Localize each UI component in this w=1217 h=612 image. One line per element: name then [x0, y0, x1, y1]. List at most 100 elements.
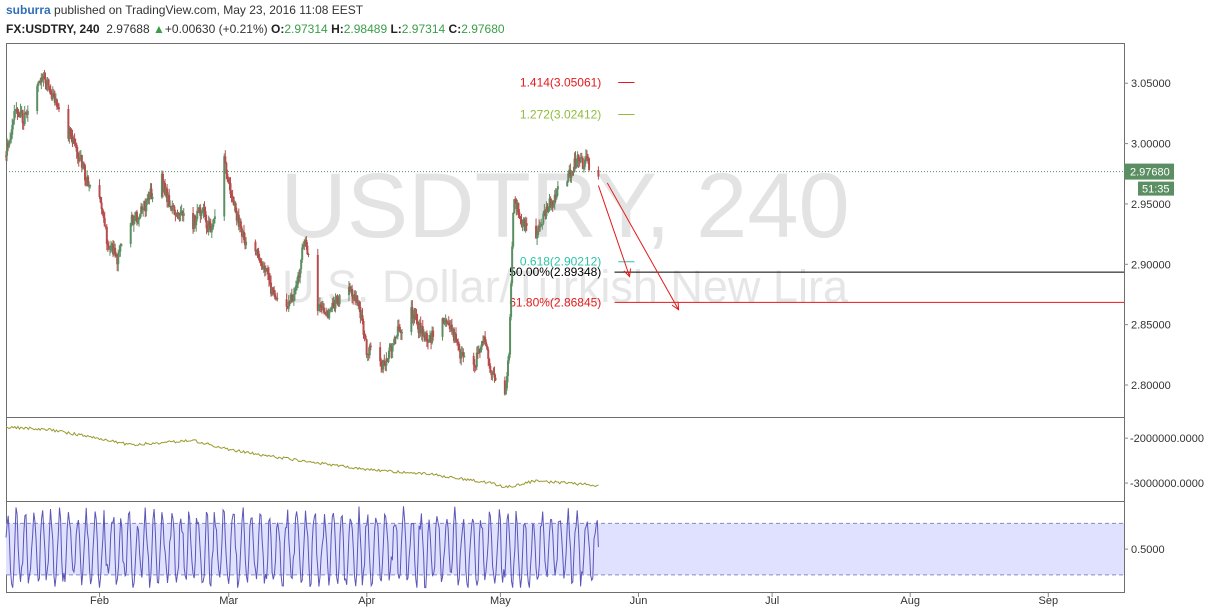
candle-body [508, 354, 511, 361]
candle-body [569, 169, 572, 178]
indicator-y-tick-label: -3000000.0000 [1130, 478, 1204, 490]
candle-body [577, 155, 580, 162]
low-label: L: [390, 22, 402, 36]
candle-body [358, 301, 361, 307]
candle-body [328, 310, 331, 319]
candle-body [175, 213, 178, 216]
author-link[interactable]: suburra [6, 3, 51, 17]
candle-body [410, 307, 413, 332]
candle-body [40, 77, 43, 83]
candle-body [338, 295, 341, 305]
candle-body [119, 246, 122, 252]
candle-body [588, 158, 591, 171]
candle-body [198, 207, 201, 213]
candle-body [487, 349, 490, 359]
candle-body [388, 347, 391, 358]
time-axis[interactable]: Feb Mar Apr May Jun Jul Aug Sep [90, 593, 1058, 607]
candle-body [115, 254, 118, 257]
candle-body [13, 111, 16, 120]
candle-body [134, 211, 137, 217]
candle-body [105, 226, 108, 244]
candle-body [363, 334, 366, 336]
candle-body [182, 213, 185, 217]
candle-body [23, 112, 26, 125]
candle-body [302, 244, 305, 248]
candle-body [199, 207, 202, 217]
candle-body [138, 218, 141, 220]
candle-body [266, 269, 269, 275]
candle-body [260, 263, 263, 266]
candle-body [362, 321, 365, 335]
candle-body [585, 156, 588, 158]
candle-body [331, 302, 334, 309]
candle-body [130, 215, 133, 224]
candle-body [484, 336, 487, 343]
candle-body [571, 170, 574, 176]
publish-info: suburra published on TradingView.com, Ma… [6, 3, 363, 17]
arrow-line-0[interactable] [597, 185, 631, 277]
candle-body [458, 344, 461, 351]
candle-body [389, 345, 392, 348]
candle-body [114, 247, 117, 255]
fib-levels[interactable]: 1.414(3.05061) 1.272(3.02412) 0.618(2.9021… [509, 75, 1124, 309]
candle-body [543, 210, 546, 214]
candle-body [478, 348, 481, 353]
candle-body [441, 318, 444, 337]
candle-body [180, 211, 183, 213]
candle-body [290, 294, 293, 297]
x-tick-label-jul: Jul [765, 595, 779, 607]
candle-body [525, 223, 528, 226]
candle-body [300, 259, 303, 269]
candle-body [582, 166, 585, 169]
candle-body [540, 224, 543, 227]
candle-body [429, 335, 432, 342]
candle-body [334, 297, 337, 309]
candle-body [517, 202, 520, 213]
candle-body [420, 326, 423, 334]
candle-body [369, 345, 372, 348]
candle-body [368, 345, 371, 356]
candle-body [208, 220, 211, 226]
candle-body [168, 194, 171, 207]
arrow-line-1[interactable] [606, 182, 680, 310]
candle-body [141, 206, 144, 211]
candle-body [85, 180, 88, 182]
price-axis[interactable]: 3.05000 3.00000 2.95000 2.90000 2.85000 2.800… [6, 78, 1204, 556]
candle-body [143, 200, 146, 209]
candle-body [286, 306, 289, 309]
candle-body [542, 213, 545, 224]
candle-body [455, 333, 458, 340]
projection-arrows[interactable] [597, 182, 680, 311]
candle-body [355, 295, 358, 302]
candle-body [12, 119, 15, 126]
candle-body [482, 340, 485, 343]
candle-body [481, 340, 484, 347]
candle-body [442, 318, 445, 323]
arrow-head-0 [623, 268, 632, 278]
candle-body [485, 342, 488, 346]
candle-body [16, 108, 19, 113]
candle-body [597, 170, 600, 177]
y-tick-label: 3.00000 [1131, 139, 1171, 151]
candle-body [149, 188, 152, 196]
candle-body [294, 285, 297, 290]
oscillator-line [5, 506, 599, 589]
candle-body [9, 139, 12, 143]
candle-body [11, 125, 14, 135]
candle-body [537, 226, 540, 235]
candle-body [107, 245, 110, 250]
candle-body [10, 134, 13, 140]
candle-body [567, 173, 570, 182]
candle-body [570, 175, 573, 178]
candle-body [332, 302, 335, 307]
x-tick-label-jun: Jun [630, 595, 648, 607]
candle-body [536, 234, 539, 239]
candle-body [432, 330, 435, 337]
candle-body [336, 295, 339, 303]
candle-body [24, 112, 27, 114]
candle-body [118, 251, 121, 253]
candle-body [587, 156, 590, 159]
candle-body [413, 314, 416, 318]
candle-body [583, 159, 586, 167]
